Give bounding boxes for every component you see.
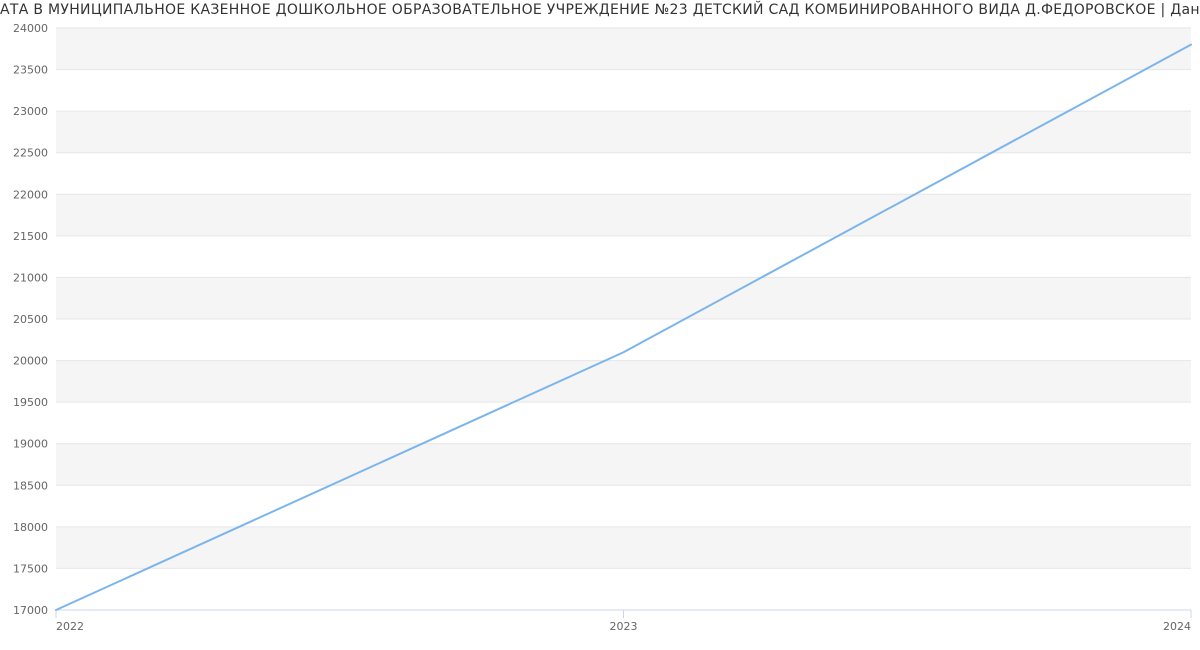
y-tick-label: 23000: [13, 105, 48, 118]
y-tick-label: 21000: [13, 271, 48, 284]
chart-svg: 2022 2023 2024 17000 17500 18000 18500 19000 195…: [0, 0, 1200, 650]
y-tick-label: 18500: [13, 479, 48, 492]
x-tick-label: 2023: [610, 620, 638, 633]
x-tick-label: 2024: [1163, 620, 1191, 633]
y-tick-label: 19000: [13, 438, 48, 451]
y-tick-label: 18000: [13, 521, 48, 534]
y-tick-label: 22500: [13, 147, 48, 160]
salary-line-chart: АТА В МУНИЦИПАЛЬНОЕ КАЗЕННОЕ ДОШКОЛЬНОЕ …: [0, 0, 1200, 650]
y-tick-label: 19500: [13, 396, 48, 409]
y-tick-label: 17500: [13, 562, 48, 575]
x-tick-label: 2022: [56, 620, 84, 633]
y-tick-label: 22000: [13, 188, 48, 201]
y-tick-label: 20500: [13, 313, 48, 326]
y-tick-label: 17000: [13, 604, 48, 617]
y-tick-label: 23500: [13, 64, 48, 77]
chart-title: АТА В МУНИЦИПАЛЬНОЕ КАЗЕННОЕ ДОШКОЛЬНОЕ …: [0, 2, 1200, 18]
y-tick-label: 24000: [13, 22, 48, 35]
y-tick-label: 21500: [13, 230, 48, 243]
y-tick-label: 20000: [13, 355, 48, 368]
